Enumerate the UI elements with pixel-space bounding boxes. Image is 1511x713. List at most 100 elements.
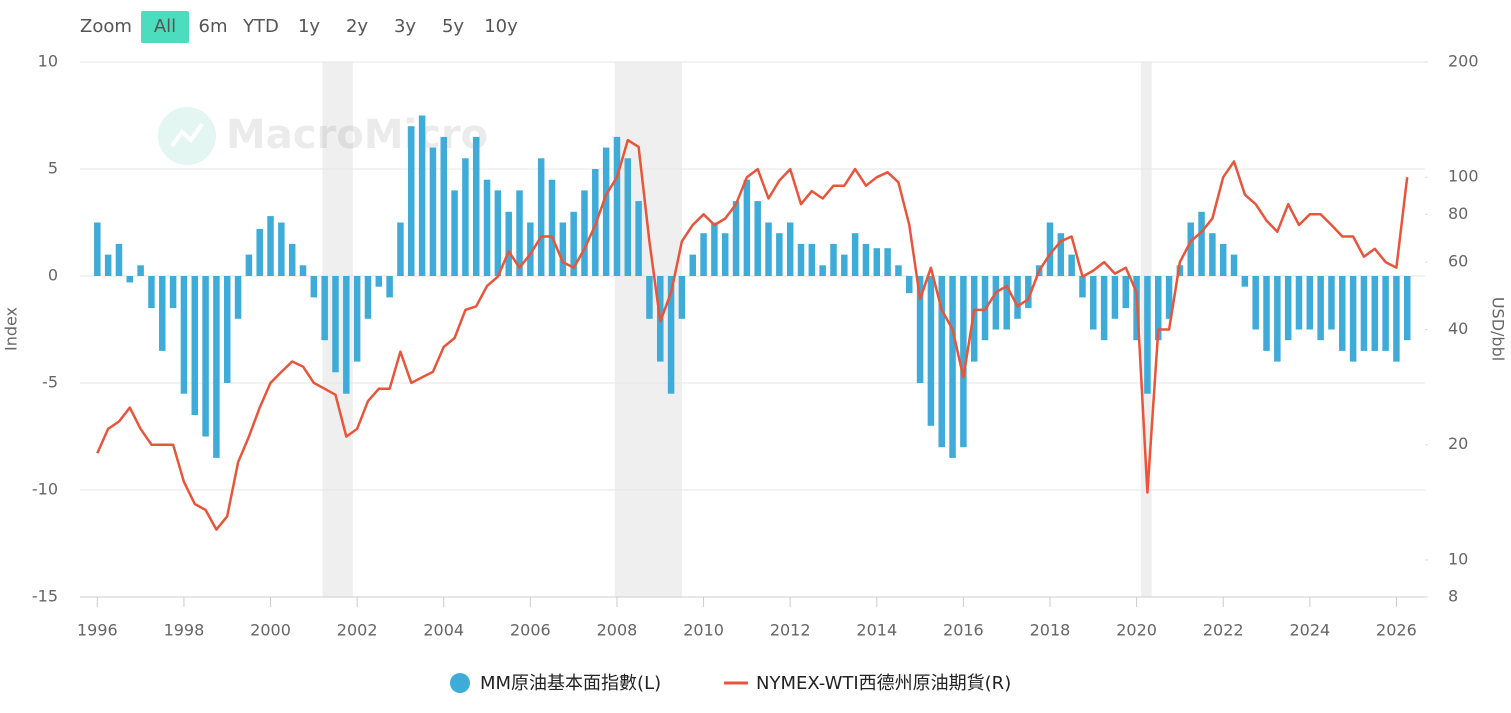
bar [1349, 276, 1357, 362]
y-tick-label: 5 [48, 159, 58, 178]
bar [386, 276, 393, 298]
plot-layer [94, 115, 1411, 531]
watermark-logo-mark [170, 122, 204, 148]
bar [516, 190, 523, 276]
bar [310, 276, 318, 298]
y2-tick-label: 10 [1448, 549, 1468, 568]
legend: MM原油基本面指數(L) NYMEX-WTI西德州原油期貨(R) [450, 673, 1011, 694]
legend-item[interactable]: MM原油基本面指數(L) [450, 673, 661, 694]
bar [1252, 276, 1259, 330]
x-tick-label: 1998 [164, 621, 205, 640]
bar [678, 276, 686, 319]
range-button-label[interactable]: All [154, 16, 176, 37]
bar [180, 276, 188, 394]
bar [299, 265, 307, 276]
bar [137, 265, 144, 276]
bar [1219, 243, 1227, 276]
range-button-label[interactable]: 2y [346, 16, 368, 37]
bar [159, 276, 166, 351]
bar [234, 276, 242, 319]
x-tick-label: 2014 [856, 621, 897, 640]
range-button[interactable]: All [141, 11, 189, 43]
bar [408, 126, 415, 276]
range-button-label[interactable]: 1y [298, 16, 320, 37]
bar [1263, 276, 1270, 351]
y2-tick-label: 8 [1448, 587, 1458, 606]
y2-tick-label: 200 [1448, 52, 1479, 71]
bar [851, 233, 859, 276]
legend-item[interactable]: NYMEX-WTI西德州原油期貨(R) [724, 673, 1011, 694]
y2-tick-label: 20 [1448, 434, 1468, 453]
legend-label[interactable]: NYMEX-WTI西德州原油期貨(R) [756, 673, 1011, 694]
bar [808, 243, 816, 276]
bar [1382, 276, 1389, 351]
bar [462, 158, 469, 276]
bar [1100, 276, 1108, 341]
range-button[interactable]: 6m [199, 16, 228, 37]
bar [278, 222, 285, 276]
watermark: MacroMicro [158, 107, 488, 165]
range-button-bg[interactable] [141, 11, 189, 43]
range-button[interactable]: 10y [484, 16, 518, 37]
bar [732, 201, 740, 276]
bar [667, 276, 675, 394]
legend-marker[interactable] [450, 673, 470, 693]
range-button[interactable]: YTD [242, 16, 279, 37]
x-tick-label: 2002 [337, 621, 378, 640]
range-button[interactable]: 3y [394, 16, 416, 37]
y-tick-label: -10 [32, 480, 58, 499]
range-button-label[interactable]: 6m [199, 16, 228, 37]
bar [1046, 222, 1054, 276]
bar [916, 276, 924, 383]
bar [721, 233, 729, 276]
bar [1079, 276, 1086, 298]
bar [537, 158, 545, 276]
watermark-text: MacroMicro [226, 112, 488, 158]
bar [353, 276, 361, 362]
range-button-label[interactable]: 10y [484, 16, 518, 37]
bar [786, 222, 794, 276]
x-tick-label: 2004 [423, 621, 464, 640]
range-button-label[interactable]: 3y [394, 16, 416, 37]
range-selector: Zoom All 6m YTD 1y 2y 3y 5y 10y [80, 11, 518, 43]
bar [581, 190, 588, 276]
line [96, 138, 1409, 531]
bar [245, 254, 253, 276]
bar [191, 276, 199, 416]
bar [202, 276, 209, 437]
bar [938, 276, 945, 448]
bar [689, 254, 696, 276]
bar [635, 201, 642, 276]
bar [223, 276, 231, 383]
legend-label[interactable]: MM原油基本面指數(L) [480, 673, 661, 694]
bar [1339, 276, 1346, 351]
y2-tick-label: 80 [1448, 204, 1468, 223]
bar [429, 147, 437, 276]
bar [862, 243, 870, 276]
range-button[interactable]: 2y [346, 16, 368, 37]
bar [418, 115, 426, 276]
bar [115, 243, 123, 276]
bar [1155, 276, 1162, 341]
range-button[interactable]: 5y [442, 16, 464, 37]
range-button-label[interactable]: 5y [442, 16, 464, 37]
bar [472, 136, 480, 276]
bar [505, 211, 512, 276]
bar [602, 147, 610, 276]
y-tick-label: 0 [48, 266, 58, 285]
bar [841, 254, 848, 276]
bar [94, 222, 101, 276]
bar [624, 158, 632, 276]
bar [1360, 276, 1368, 351]
bar [375, 276, 383, 287]
bar [754, 201, 761, 276]
x-tick-label: 2026 [1376, 621, 1417, 640]
range-button-label[interactable]: YTD [242, 16, 279, 37]
bar [1111, 276, 1119, 319]
bar [1014, 276, 1021, 319]
x-tick-label: 2016 [943, 621, 984, 640]
x-tick-label: 2024 [1289, 621, 1330, 640]
x-tick-label: 2000 [250, 621, 291, 640]
range-button[interactable]: 1y [298, 16, 320, 37]
bar [559, 222, 567, 276]
